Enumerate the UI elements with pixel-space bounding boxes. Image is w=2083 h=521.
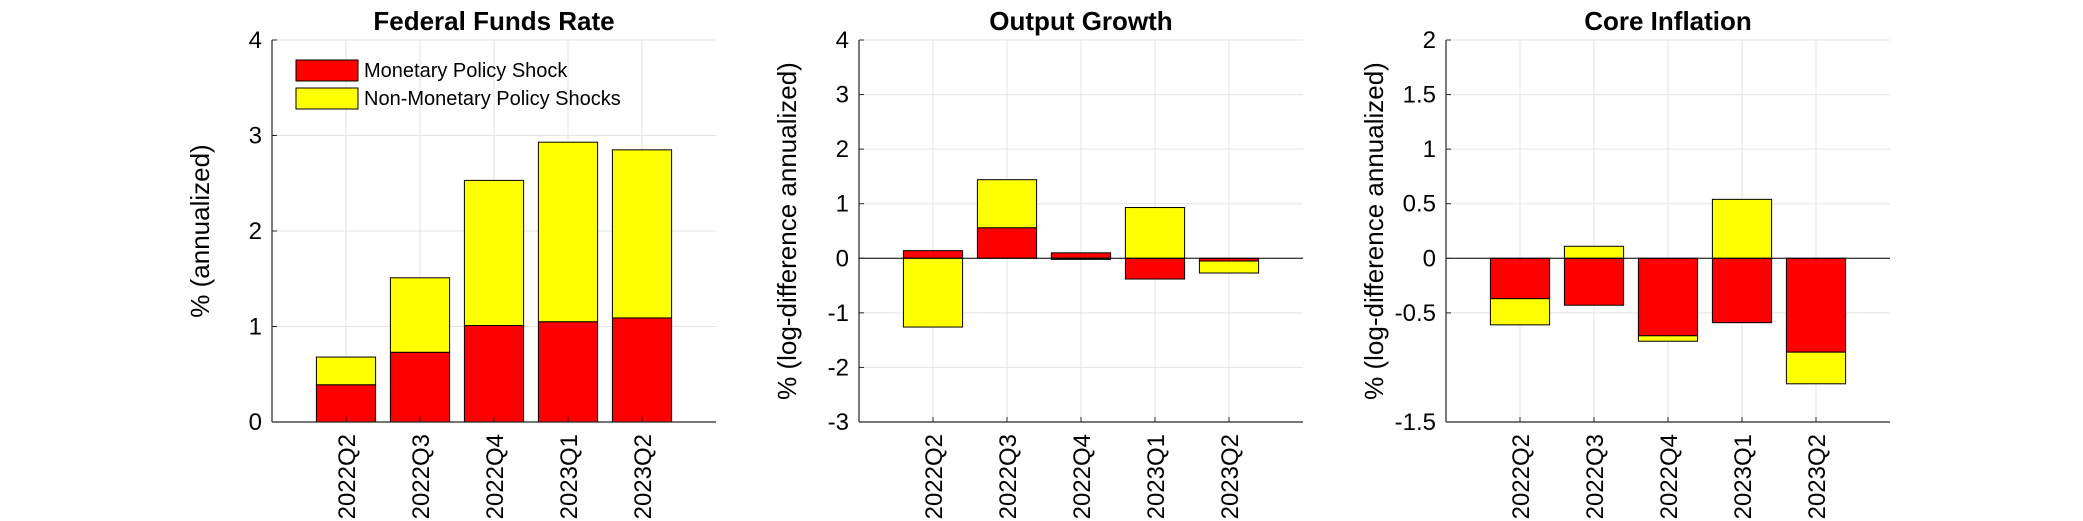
legend-swatch <box>295 59 359 82</box>
bar-2022Q3-series-1 <box>976 179 1038 229</box>
y-tick-label: 4 <box>836 27 849 54</box>
y-axis-label: % (annualized) <box>185 144 215 317</box>
y-tick-label: -3 <box>828 409 849 436</box>
bar-2022Q3-series-1 <box>389 277 451 353</box>
y-tick-label: 4 <box>249 27 262 54</box>
bar-2023Q1-series-0 <box>537 321 599 423</box>
bar-2022Q3-series-0 <box>1563 257 1625 306</box>
y-tick-label: 0.5 <box>1403 191 1436 218</box>
bar-2023Q1-series-0 <box>1711 257 1773 324</box>
y-tick-label: 1.5 <box>1403 82 1436 109</box>
chart-0: 0 1 2 3 4 2022Q2 2022Q3 2022Q4 2023Q1 2023Q2 Feder… <box>185 6 716 519</box>
bar-2023Q1-series-0 <box>1124 257 1186 280</box>
bar-2022Q3-series-0 <box>976 227 1038 259</box>
x-tick-label: 2022Q2 <box>1508 434 1535 519</box>
legend-label: Non-Monetary Policy Shocks <box>364 88 621 110</box>
x-tick-label: 2022Q2 <box>334 434 361 519</box>
legend-label: Monetary Policy Shock <box>364 60 568 82</box>
y-tick-label: 0 <box>1423 245 1436 272</box>
chart-title: Core Inflation <box>1584 6 1752 36</box>
y-tick-label: -1 <box>828 300 849 327</box>
bar-2023Q1-series-1 <box>537 141 599 323</box>
y-tick-label: 3 <box>249 123 262 150</box>
y-tick-label: -0.5 <box>1395 300 1436 327</box>
x-tick-label: 2022Q3 <box>1582 434 1609 519</box>
bar-2023Q2-series-1 <box>1785 351 1847 385</box>
legend-swatch <box>295 87 359 110</box>
x-tick-label: 2022Q4 <box>1656 434 1683 519</box>
chart-2: -1.5 -0.5 0 0.5 1 1.5 2 2022Q2 2022Q3 2022Q4 2023Q… <box>1359 6 1890 519</box>
x-tick-label: 2023Q2 <box>1804 434 1831 519</box>
bar-2023Q2-series-1 <box>1198 260 1260 274</box>
bar-2022Q3-series-1 <box>1563 245 1625 259</box>
x-tick-label: 2022Q2 <box>921 434 948 519</box>
x-tick-label: 2022Q3 <box>408 434 435 519</box>
x-tick-label: 2022Q4 <box>482 434 509 519</box>
y-tick-label: 1 <box>249 314 262 341</box>
y-tick-label: 0 <box>836 245 849 272</box>
bar-2022Q4-series-0 <box>1050 252 1112 259</box>
x-tick-label: 2023Q1 <box>556 434 583 519</box>
bar-2022Q2-series-0 <box>902 250 964 259</box>
x-tick-label: 2023Q2 <box>630 434 657 519</box>
x-tick-label: 2022Q4 <box>1069 434 1096 519</box>
x-tick-label: 2023Q1 <box>1143 434 1170 519</box>
bar-2023Q2-series-0 <box>611 317 673 423</box>
bar-2022Q4-series-1 <box>463 179 525 327</box>
bar-2023Q1-series-1 <box>1124 207 1186 259</box>
y-tick-label: 2 <box>249 218 262 245</box>
legend: Monetary Policy Shock Non-Monetary Policy… <box>295 59 621 110</box>
bar-2022Q4-series-1 <box>1637 335 1699 342</box>
y-tick-label: 1 <box>1423 136 1436 163</box>
y-tick-label: -2 <box>828 354 849 381</box>
bar-2022Q4-series-0 <box>463 325 525 423</box>
y-tick-label: 1 <box>836 191 849 218</box>
y-tick-label: 3 <box>836 82 849 109</box>
y-axis-label: % (log-difference annualized) <box>772 62 802 400</box>
chart-title: Output Growth <box>989 6 1172 36</box>
y-tick-label: -1.5 <box>1395 409 1436 436</box>
bar-2022Q2-series-0 <box>1489 257 1551 300</box>
y-tick-label: 0 <box>249 409 262 436</box>
y-axis-label: % (log-difference annualized) <box>1359 62 1389 400</box>
bar-2022Q2-series-1 <box>1489 298 1551 326</box>
bar-2022Q2-series-1 <box>902 257 964 328</box>
chart-title: Federal Funds Rate <box>373 6 614 36</box>
y-tick-label: 2 <box>836 136 849 163</box>
bar-2023Q2-series-1 <box>611 149 673 319</box>
x-tick-label: 2023Q1 <box>1730 434 1757 519</box>
bar-2022Q2-series-0 <box>315 384 377 423</box>
bar-2022Q2-series-1 <box>315 356 377 386</box>
x-tick-label: 2022Q3 <box>995 434 1022 519</box>
bar-2023Q1-series-1 <box>1711 198 1773 259</box>
bar-2023Q2-series-0 <box>1785 257 1847 353</box>
bar-2022Q3-series-0 <box>389 351 451 423</box>
chart-1: -3 -2 -1 0 1 2 3 4 2022Q2 2022Q3 2022Q4 2023Q1 2023Q… <box>772 6 1303 519</box>
x-tick-label: 2023Q2 <box>1217 434 1244 519</box>
y-tick-label: 2 <box>1423 27 1436 54</box>
bar-2022Q4-series-0 <box>1637 257 1699 337</box>
